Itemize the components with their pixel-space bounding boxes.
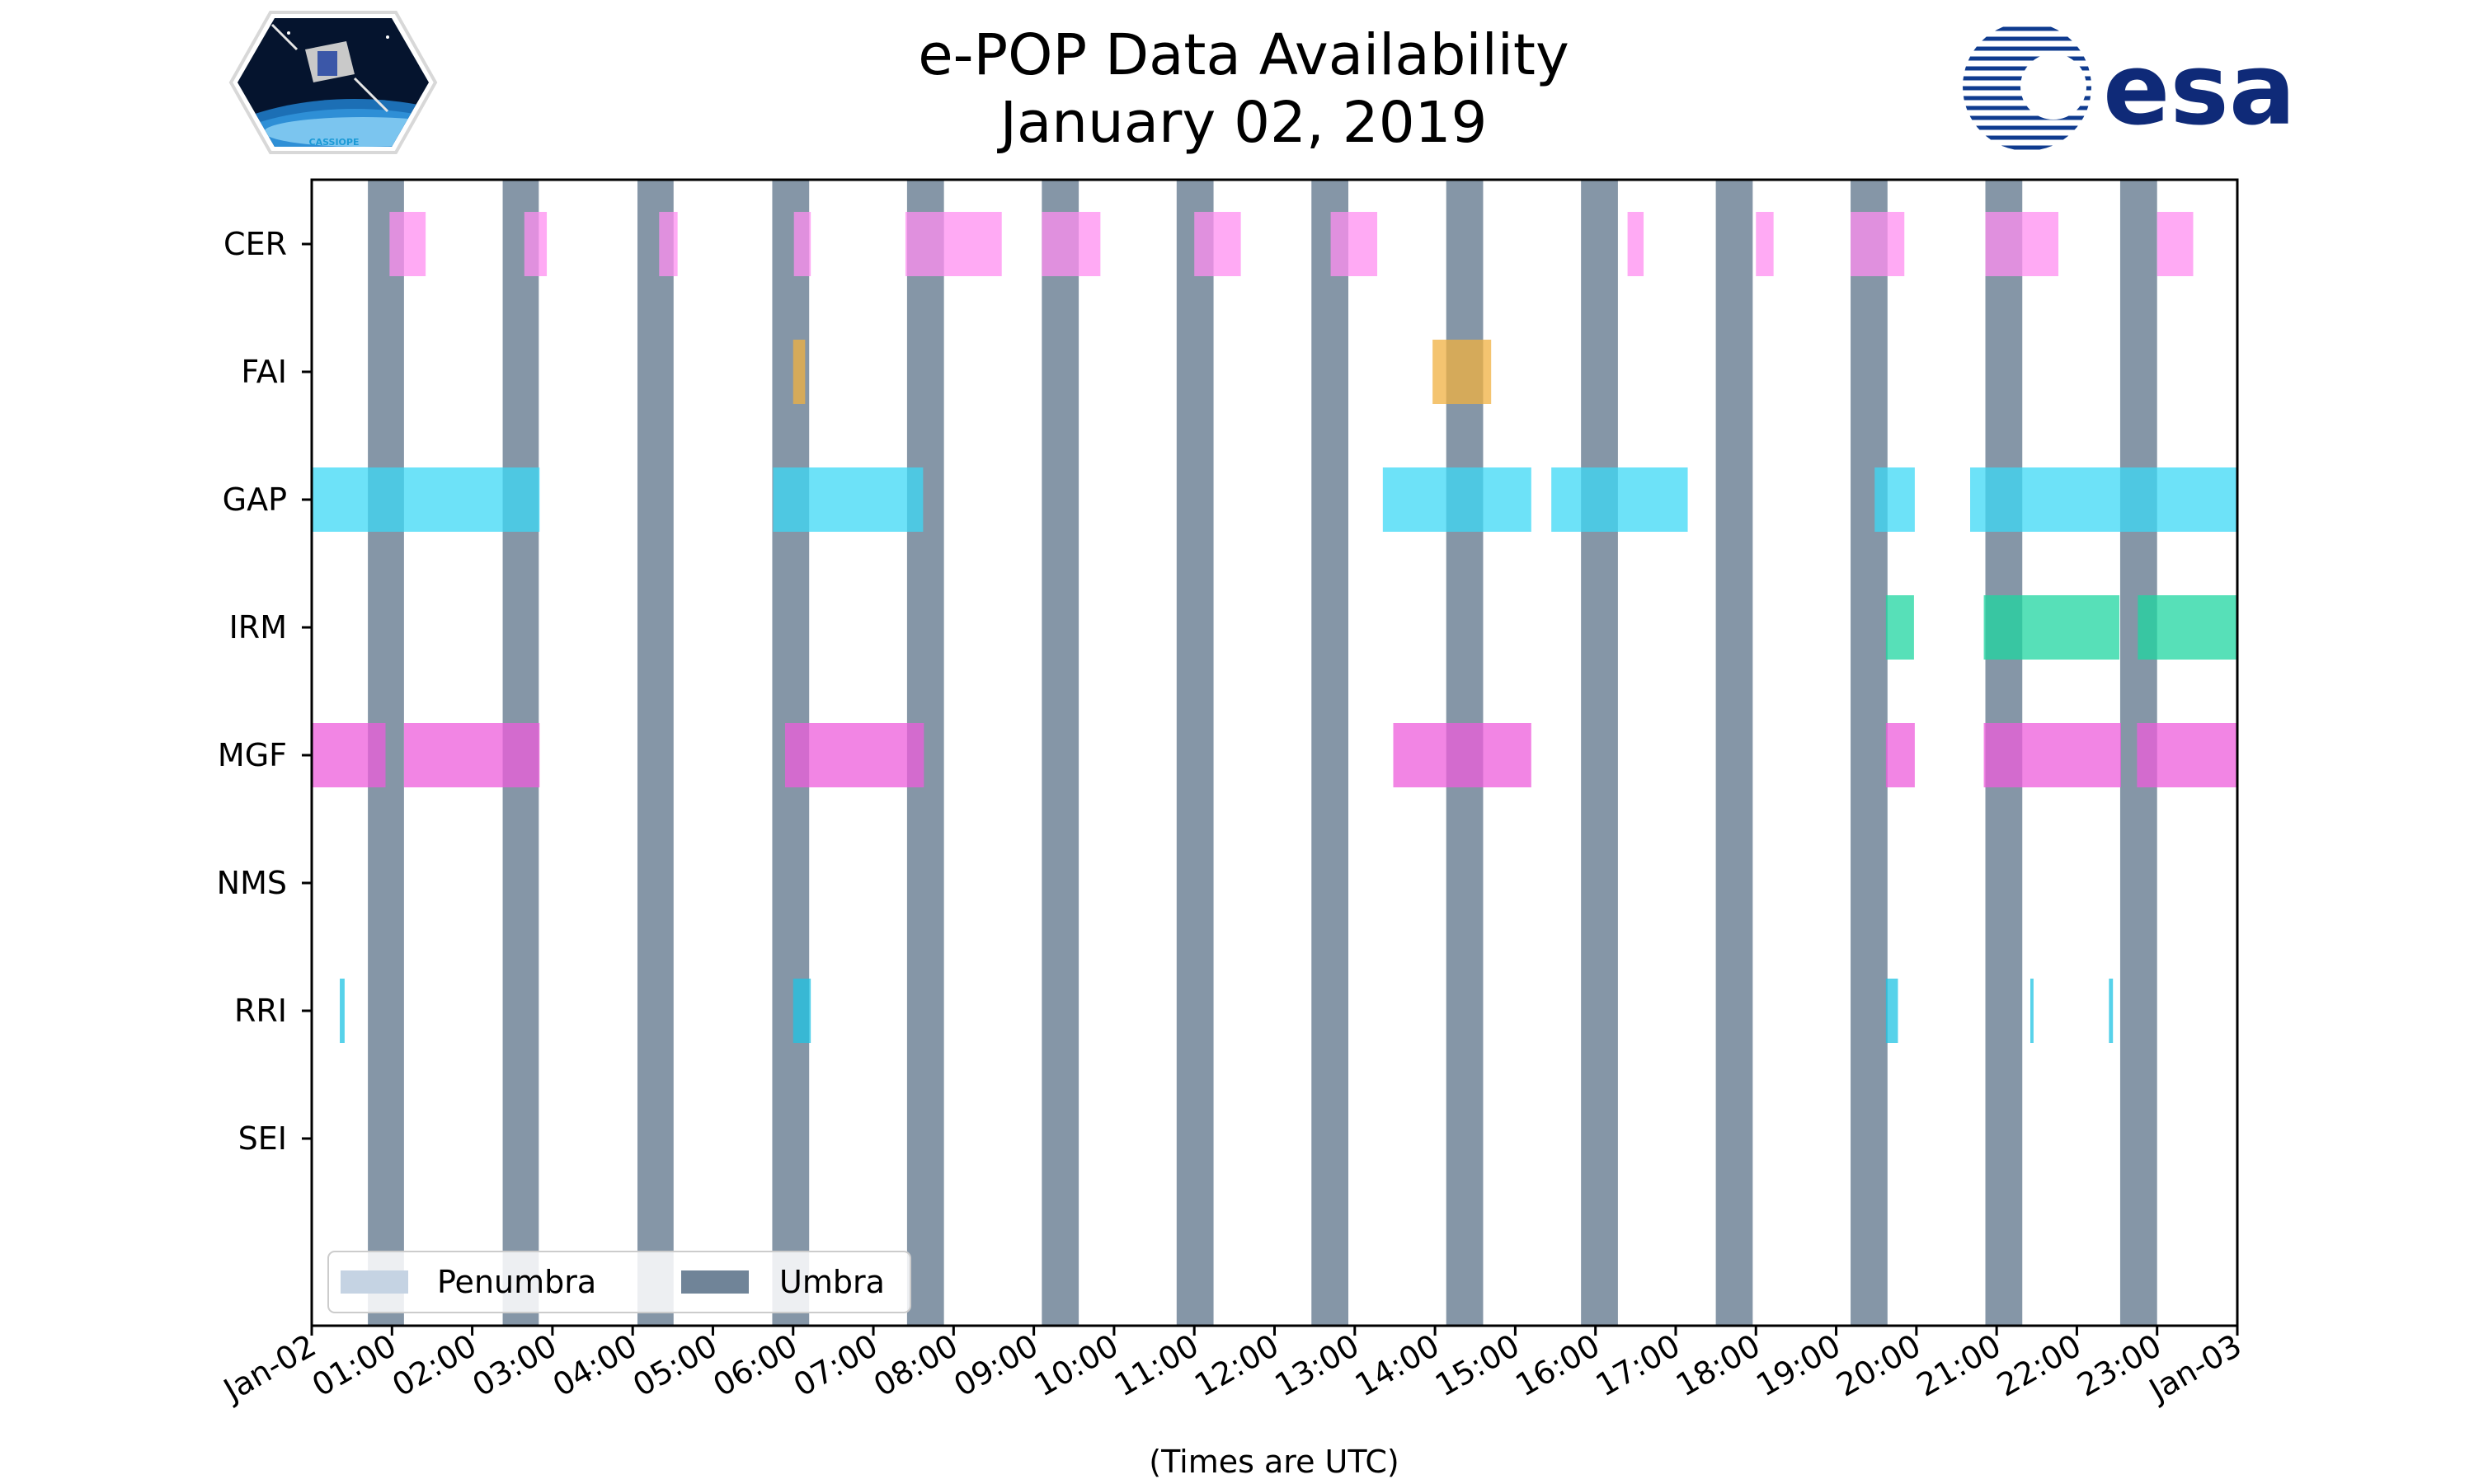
x-tick-label-17: 17:00 xyxy=(1590,1327,1686,1404)
x-tick-label-15: 15:00 xyxy=(1429,1327,1526,1404)
x-axis: Jan-0201:0002:0003:0004:0005:0006:0007:0… xyxy=(216,1326,2248,1409)
x-tick-label-14: 14:00 xyxy=(1349,1327,1446,1404)
y-tick-label-mgf: MGF xyxy=(218,737,287,773)
x-tick-label-10: 10:00 xyxy=(1028,1327,1125,1404)
x-tick-label-20: 20:00 xyxy=(1830,1327,1926,1404)
bar-cer-5 xyxy=(1042,212,1101,276)
bar-mgf-2 xyxy=(785,723,924,787)
chart-title-line-1: e-POP Data Availability xyxy=(918,22,1569,88)
x-tick-label-2: 02:00 xyxy=(386,1327,482,1404)
bar-gap-4 xyxy=(1874,467,1915,532)
bar-mgf-0 xyxy=(312,723,386,787)
bar-gap-1 xyxy=(773,467,924,532)
x-tick-label-1: 01:00 xyxy=(306,1327,402,1404)
bar-gap-3 xyxy=(1551,467,1688,532)
bar-gap-2 xyxy=(1382,467,1531,532)
x-tick-label-0: Jan-02 xyxy=(216,1327,322,1409)
umbra-band-10 xyxy=(1715,180,1753,1326)
bar-cer-7 xyxy=(1330,212,1378,276)
bar-mgf-1 xyxy=(403,723,540,787)
x-tick-label-4: 04:00 xyxy=(547,1327,643,1404)
plot-frame xyxy=(310,178,2239,1327)
bar-mgf-6 xyxy=(2137,723,2237,787)
bar-cer-8 xyxy=(1627,212,1644,276)
cassiope-logo-text: CASSIOPE xyxy=(309,137,360,148)
legend-swatch-umbra xyxy=(681,1270,749,1294)
bar-cer-0 xyxy=(389,212,426,276)
x-tick-label-11: 11:00 xyxy=(1108,1327,1205,1404)
umbra-band-11 xyxy=(1851,180,1888,1326)
bar-rri-2 xyxy=(1885,979,1898,1043)
bar-cer-1 xyxy=(524,212,548,276)
bar-cer-6 xyxy=(1194,212,1241,276)
bar-cer-4 xyxy=(905,212,1002,276)
umbra-band-9 xyxy=(1581,180,1618,1326)
x-tick-label-16: 16:00 xyxy=(1509,1327,1606,1404)
bar-gap-5 xyxy=(1970,467,2237,532)
esa-logo: esa xyxy=(1963,26,2296,150)
x-tick-label-21: 21:00 xyxy=(1911,1327,2007,1404)
legend-label-umbra: Umbra xyxy=(779,1264,885,1300)
umbra-band-7 xyxy=(1311,180,1349,1326)
x-tick-label-3: 03:00 xyxy=(467,1327,563,1404)
y-tick-label-gap: GAP xyxy=(223,481,287,518)
x-tick-label-19: 19:00 xyxy=(1750,1327,1846,1404)
umbra-band-5 xyxy=(1042,180,1079,1326)
bar-gap-0 xyxy=(312,467,540,532)
y-tick-label-irm: IRM xyxy=(229,609,287,646)
bar-fai-0 xyxy=(793,340,806,404)
bar-cer-12 xyxy=(2157,212,2194,276)
y-tick-label-sei: SEI xyxy=(238,1120,287,1157)
bar-rri-3 xyxy=(2030,979,2034,1043)
bar-fai-1 xyxy=(1432,340,1492,404)
bar-cer-11 xyxy=(1985,212,2059,276)
y-tick-label-fai: FAI xyxy=(241,354,287,390)
bar-rri-4 xyxy=(2109,979,2114,1043)
bar-irm-2 xyxy=(2138,595,2237,660)
chart-title-line-2: January 02, 2019 xyxy=(997,90,1488,156)
bar-irm-1 xyxy=(1983,595,2119,660)
bar-cer-9 xyxy=(1756,212,1774,276)
x-tick-label-7: 07:00 xyxy=(788,1327,884,1404)
bar-rri-0 xyxy=(340,979,345,1043)
umbra-band-2 xyxy=(637,180,674,1326)
x-tick-label-6: 06:00 xyxy=(707,1327,803,1404)
availability-bars xyxy=(312,212,2237,1043)
umbra-band-6 xyxy=(1176,180,1214,1326)
bar-mgf-4 xyxy=(1885,723,1915,787)
y-tick-label-cer: CER xyxy=(223,226,287,262)
legend-box xyxy=(327,1251,911,1313)
x-tick-label-9: 09:00 xyxy=(948,1327,1044,1404)
bar-mgf-5 xyxy=(1983,723,2121,787)
y-tick-label-nms: NMS xyxy=(217,865,287,901)
legend: Penumbra Umbra xyxy=(327,1251,911,1313)
legend-label-penumbra: Penumbra xyxy=(437,1264,596,1300)
bar-cer-10 xyxy=(1851,212,1905,276)
bar-rri-1 xyxy=(793,979,811,1043)
x-axis-label: (Times are UTC) xyxy=(1149,1444,1399,1480)
x-tick-label-13: 13:00 xyxy=(1268,1327,1365,1404)
bar-cer-2 xyxy=(659,212,678,276)
bar-irm-0 xyxy=(1885,595,1914,660)
x-tick-label-22: 22:00 xyxy=(1991,1327,2087,1404)
y-tick-label-rri: RRI xyxy=(234,993,287,1029)
x-tick-label-18: 18:00 xyxy=(1670,1327,1766,1404)
bar-cer-3 xyxy=(793,212,811,276)
y-axis: CER FAI GAP IRM MGF NMS RRI SEI xyxy=(217,226,312,1157)
x-tick-label-5: 05:00 xyxy=(627,1327,723,1404)
x-tick-label-24: Jan-03 xyxy=(2142,1327,2247,1409)
x-tick-label-8: 08:00 xyxy=(868,1327,964,1404)
legend-swatch-penumbra xyxy=(341,1270,408,1294)
x-tick-label-12: 12:00 xyxy=(1188,1327,1285,1404)
bar-mgf-3 xyxy=(1393,723,1531,787)
esa-logo-text: esa xyxy=(2103,33,2296,148)
